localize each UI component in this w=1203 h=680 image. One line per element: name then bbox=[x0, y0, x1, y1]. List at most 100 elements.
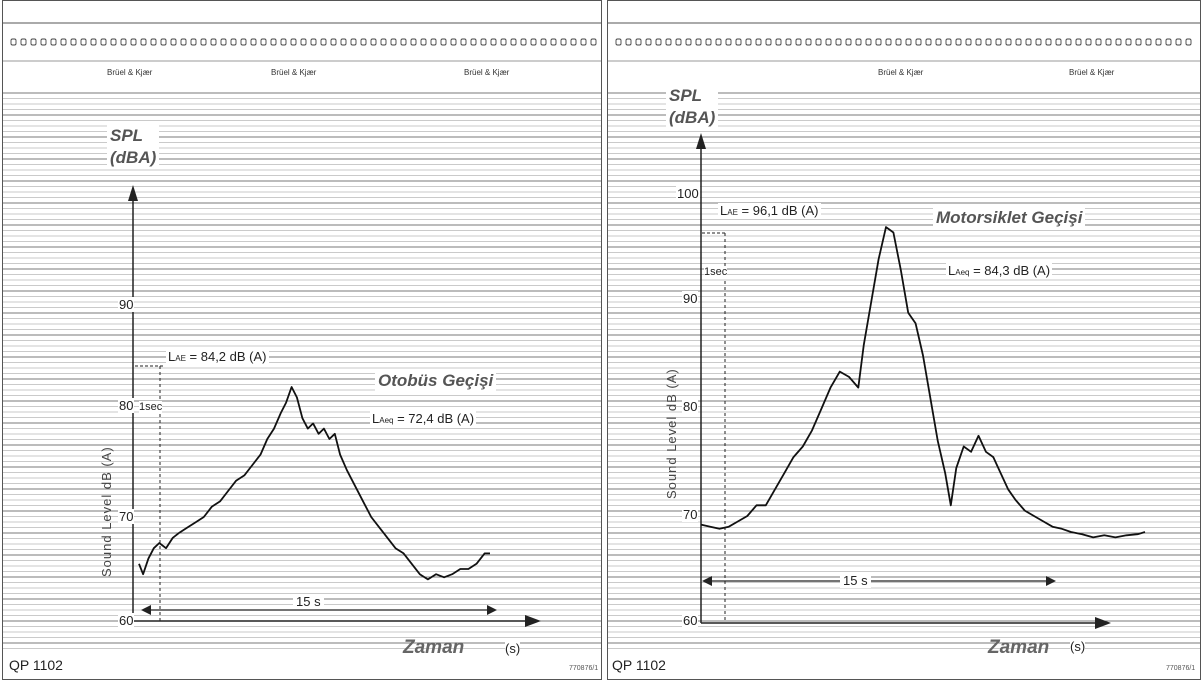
sprocket-hole bbox=[130, 38, 137, 46]
sprocket-hole bbox=[1085, 38, 1092, 46]
sprocket-hole bbox=[230, 38, 237, 46]
sprocket-hole bbox=[500, 38, 507, 46]
y-axis-arrow bbox=[128, 185, 138, 201]
lae-annotation: LAE = 84,2 dB (A) bbox=[166, 349, 269, 364]
lae-sub: AE bbox=[727, 208, 738, 217]
series-line-0 bbox=[700, 226, 1146, 539]
sprocket-hole bbox=[180, 38, 187, 46]
duration-label: 15 s bbox=[293, 594, 324, 609]
sprocket-hole bbox=[915, 38, 922, 46]
sprocket-hole bbox=[1065, 38, 1072, 46]
sprocket-hole bbox=[20, 38, 27, 46]
sprocket-hole bbox=[695, 38, 702, 46]
duration-label: 15 s bbox=[840, 573, 871, 588]
sprocket-hole bbox=[1145, 38, 1152, 46]
y-tick-90: 90 bbox=[118, 297, 135, 312]
model-number: QP 1102 bbox=[612, 657, 666, 673]
sprocket-hole bbox=[675, 38, 682, 46]
sprocket-hole bbox=[140, 38, 147, 46]
sprocket-hole bbox=[1105, 38, 1112, 46]
sprocket-hole bbox=[280, 38, 287, 46]
x-axis-arrow bbox=[1095, 617, 1111, 629]
sprocket-hole bbox=[1015, 38, 1022, 46]
sprocket-hole bbox=[955, 38, 962, 46]
sprocket-hole bbox=[1165, 38, 1172, 46]
one-sec-label: 1sec bbox=[139, 401, 163, 413]
sprocket-hole bbox=[975, 38, 982, 46]
sprocket-hole bbox=[170, 38, 177, 46]
x-axis-label: Zaman bbox=[403, 637, 465, 658]
sprocket-hole bbox=[875, 38, 882, 46]
sprocket-hole bbox=[460, 38, 467, 46]
sprocket-hole bbox=[1035, 38, 1042, 46]
scale-mark-1: Brüel & Kjær bbox=[878, 68, 924, 77]
laeq-annotation: LAeq = 72,4 dB (A) bbox=[370, 411, 477, 426]
sprocket-hole bbox=[1025, 38, 1032, 46]
sprocket-hole bbox=[490, 38, 497, 46]
x-axis-unit: (s) bbox=[505, 641, 521, 656]
sprocket-hole bbox=[625, 38, 632, 46]
one-sec-label: 1sec bbox=[704, 266, 728, 278]
sprocket-hole bbox=[885, 38, 892, 46]
lae-val: = 84,2 dB (A) bbox=[189, 349, 267, 364]
sprocket-hole bbox=[725, 38, 732, 46]
sprocket-hole bbox=[775, 38, 782, 46]
sprocket-hole bbox=[270, 38, 277, 46]
scale-mark-3: Brüel & Kjær bbox=[464, 68, 510, 77]
sprocket-hole bbox=[370, 38, 377, 46]
sprocket-hole bbox=[665, 38, 672, 46]
scale-mark-2: Brüel & Kjær bbox=[271, 68, 317, 77]
paper-lines bbox=[3, 22, 601, 649]
sprocket-hole bbox=[570, 38, 577, 46]
sprocket-hole bbox=[645, 38, 652, 46]
spl-line1: SPL bbox=[110, 126, 144, 145]
sprocket-hole bbox=[110, 38, 117, 46]
sprocket-hole bbox=[925, 38, 932, 46]
sprocket-hole bbox=[835, 38, 842, 46]
sprocket-hole bbox=[715, 38, 722, 46]
sprocket-hole bbox=[450, 38, 457, 46]
sprocket-hole bbox=[430, 38, 437, 46]
sprocket-hole bbox=[190, 38, 197, 46]
y-tick-80: 80 bbox=[682, 399, 699, 414]
duration-arrow-right bbox=[1046, 576, 1056, 586]
sprocket-hole bbox=[80, 38, 87, 46]
sprocket-hole bbox=[70, 38, 77, 46]
sprocket-hole bbox=[655, 38, 662, 46]
sprocket-hole bbox=[945, 38, 952, 46]
sprocket-hole bbox=[615, 38, 622, 46]
sprocket-hole bbox=[200, 38, 207, 46]
laeq-sub: Aeq bbox=[379, 416, 394, 425]
sprocket-hole bbox=[845, 38, 852, 46]
sprocket-hole bbox=[220, 38, 227, 46]
sprocket-hole bbox=[755, 38, 762, 46]
duration-arrow-right bbox=[487, 605, 497, 615]
sprocket-hole bbox=[785, 38, 792, 46]
sprocket-hole bbox=[480, 38, 487, 46]
sprocket-hole bbox=[510, 38, 517, 46]
laeq-val: = 72,4 dB (A) bbox=[397, 411, 475, 426]
chart-svg-motorcycle bbox=[608, 22, 1200, 649]
scale-mark-2: Brüel & Kjær bbox=[1069, 68, 1115, 77]
sprocket-hole bbox=[420, 38, 427, 46]
sprocket-hole bbox=[260, 38, 267, 46]
duration-arrow-left bbox=[141, 605, 151, 615]
chart-panel-bus: SPL (dBA) Otobüs Geçişi LAE = 84,2 dB (A… bbox=[2, 0, 602, 680]
sprocket-hole bbox=[160, 38, 167, 46]
sprocket-hole bbox=[150, 38, 157, 46]
chart-panel-motorcycle: SPL (dBA) Motorsiklet Geçişi LAE = 96,1 … bbox=[607, 0, 1201, 680]
chart-title: Otobüs Geçişi bbox=[375, 371, 497, 391]
chart-code: 770876/1 bbox=[569, 665, 599, 672]
sprocket-hole bbox=[290, 38, 297, 46]
sprocket-hole bbox=[985, 38, 992, 46]
sprocket-holes bbox=[615, 38, 1192, 46]
y-tick-60: 60 bbox=[682, 613, 699, 628]
sprocket-hole bbox=[815, 38, 822, 46]
sprocket-hole bbox=[390, 38, 397, 46]
sprocket-hole bbox=[60, 38, 67, 46]
sprocket-hole bbox=[1095, 38, 1102, 46]
sprocket-hole bbox=[300, 38, 307, 46]
sprocket-hole bbox=[995, 38, 1002, 46]
sprocket-hole bbox=[320, 38, 327, 46]
lae-val: = 96,1 dB (A) bbox=[741, 203, 819, 218]
